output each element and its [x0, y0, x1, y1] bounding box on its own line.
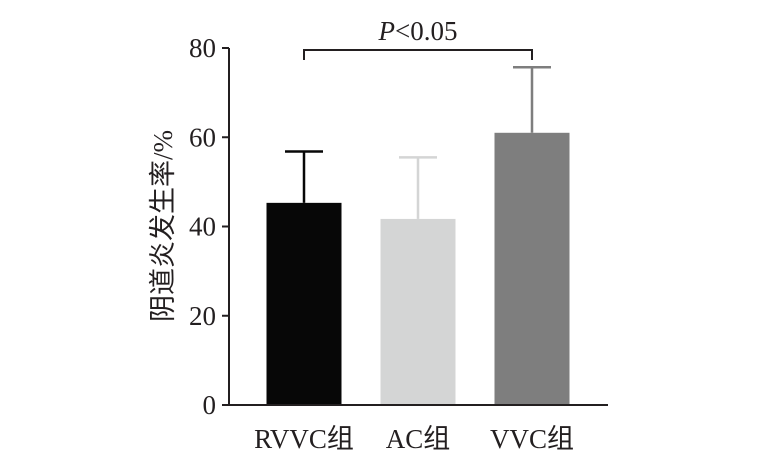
y-axis-label: 阴道炎发生率/%	[148, 130, 178, 322]
x-category-label: RVVC组	[254, 424, 354, 454]
x-axis-tick-labels: RVVC组 AC组 VVC组	[254, 424, 574, 454]
x-category-label: VVC组	[490, 424, 574, 454]
y-tick-label: 40	[189, 212, 216, 242]
significance-p-symbol: P	[378, 16, 396, 46]
y-axis-ticks: 0 20 40 60 80	[189, 33, 229, 420]
significance-bracket	[303, 49, 533, 60]
error-bars-group	[285, 65, 551, 219]
significance-threshold: <0.05	[395, 16, 457, 46]
bar	[266, 202, 342, 405]
bar	[380, 218, 456, 405]
y-tick-label: 0	[203, 390, 217, 420]
bars-group	[266, 132, 570, 405]
significance-label: P<0.05	[378, 16, 458, 46]
y-tick-label: 60	[189, 122, 216, 152]
bar	[494, 132, 570, 405]
x-category-label: AC组	[386, 424, 451, 454]
significance-annotation: P<0.05	[303, 16, 533, 60]
y-tick-label: 80	[189, 33, 216, 63]
y-tick-label: 20	[189, 301, 216, 331]
